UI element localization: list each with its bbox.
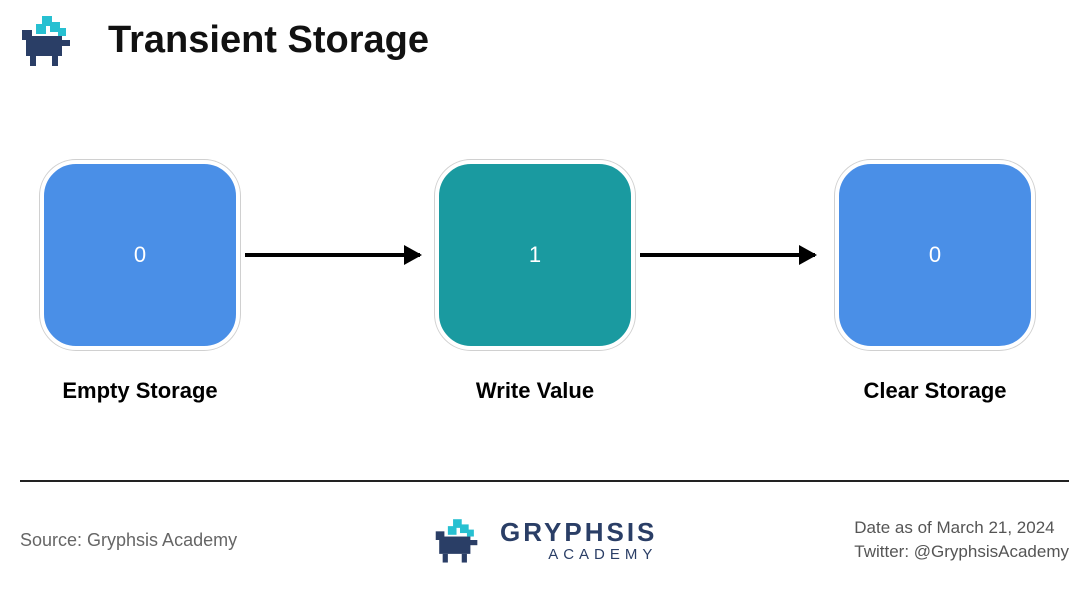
twitter-text: Twitter: @GryphsisAcademy — [854, 542, 1069, 562]
brand-text: GRYPHSIS ACADEMY — [500, 519, 657, 562]
node-empty-storage: 0 Empty Storage — [35, 160, 245, 404]
footer-divider — [20, 480, 1069, 482]
date-text: Date as of March 21, 2024 — [854, 518, 1069, 538]
node-label: Write Value — [430, 378, 640, 404]
node-value: 0 — [929, 242, 941, 268]
source-text: Source: Gryphsis Academy — [20, 530, 237, 551]
brand-sub: ACADEMY — [548, 547, 657, 562]
footer: Source: Gryphsis Academy GRYPHSIS ACADEM — [20, 500, 1069, 580]
flow-diagram: 0 Empty Storage 1 Write Value 0 Clear St… — [0, 160, 1089, 440]
brand-block: GRYPHSIS ACADEMY — [434, 514, 657, 566]
gryphon-logo-icon — [434, 514, 486, 566]
node-box: 0 — [40, 160, 240, 350]
node-value: 1 — [529, 242, 541, 268]
arrow-0-1 — [245, 253, 420, 257]
page: Transient Storage 0 Empty Storage 1 Writ… — [0, 0, 1089, 602]
node-label: Clear Storage — [830, 378, 1040, 404]
node-value: 0 — [134, 242, 146, 268]
node-write-value: 1 Write Value — [430, 160, 640, 404]
node-box: 0 — [835, 160, 1035, 350]
header: Transient Storage — [20, 10, 429, 70]
node-clear-storage: 0 Clear Storage — [830, 160, 1040, 404]
node-label: Empty Storage — [35, 378, 245, 404]
node-box: 1 — [435, 160, 635, 350]
footer-meta: Date as of March 21, 2024 Twitter: @Gryp… — [854, 514, 1069, 566]
brand-main: GRYPHSIS — [500, 519, 657, 545]
gryphon-logo-icon — [20, 10, 80, 70]
page-title: Transient Storage — [108, 19, 429, 62]
arrow-1-2 — [640, 253, 815, 257]
